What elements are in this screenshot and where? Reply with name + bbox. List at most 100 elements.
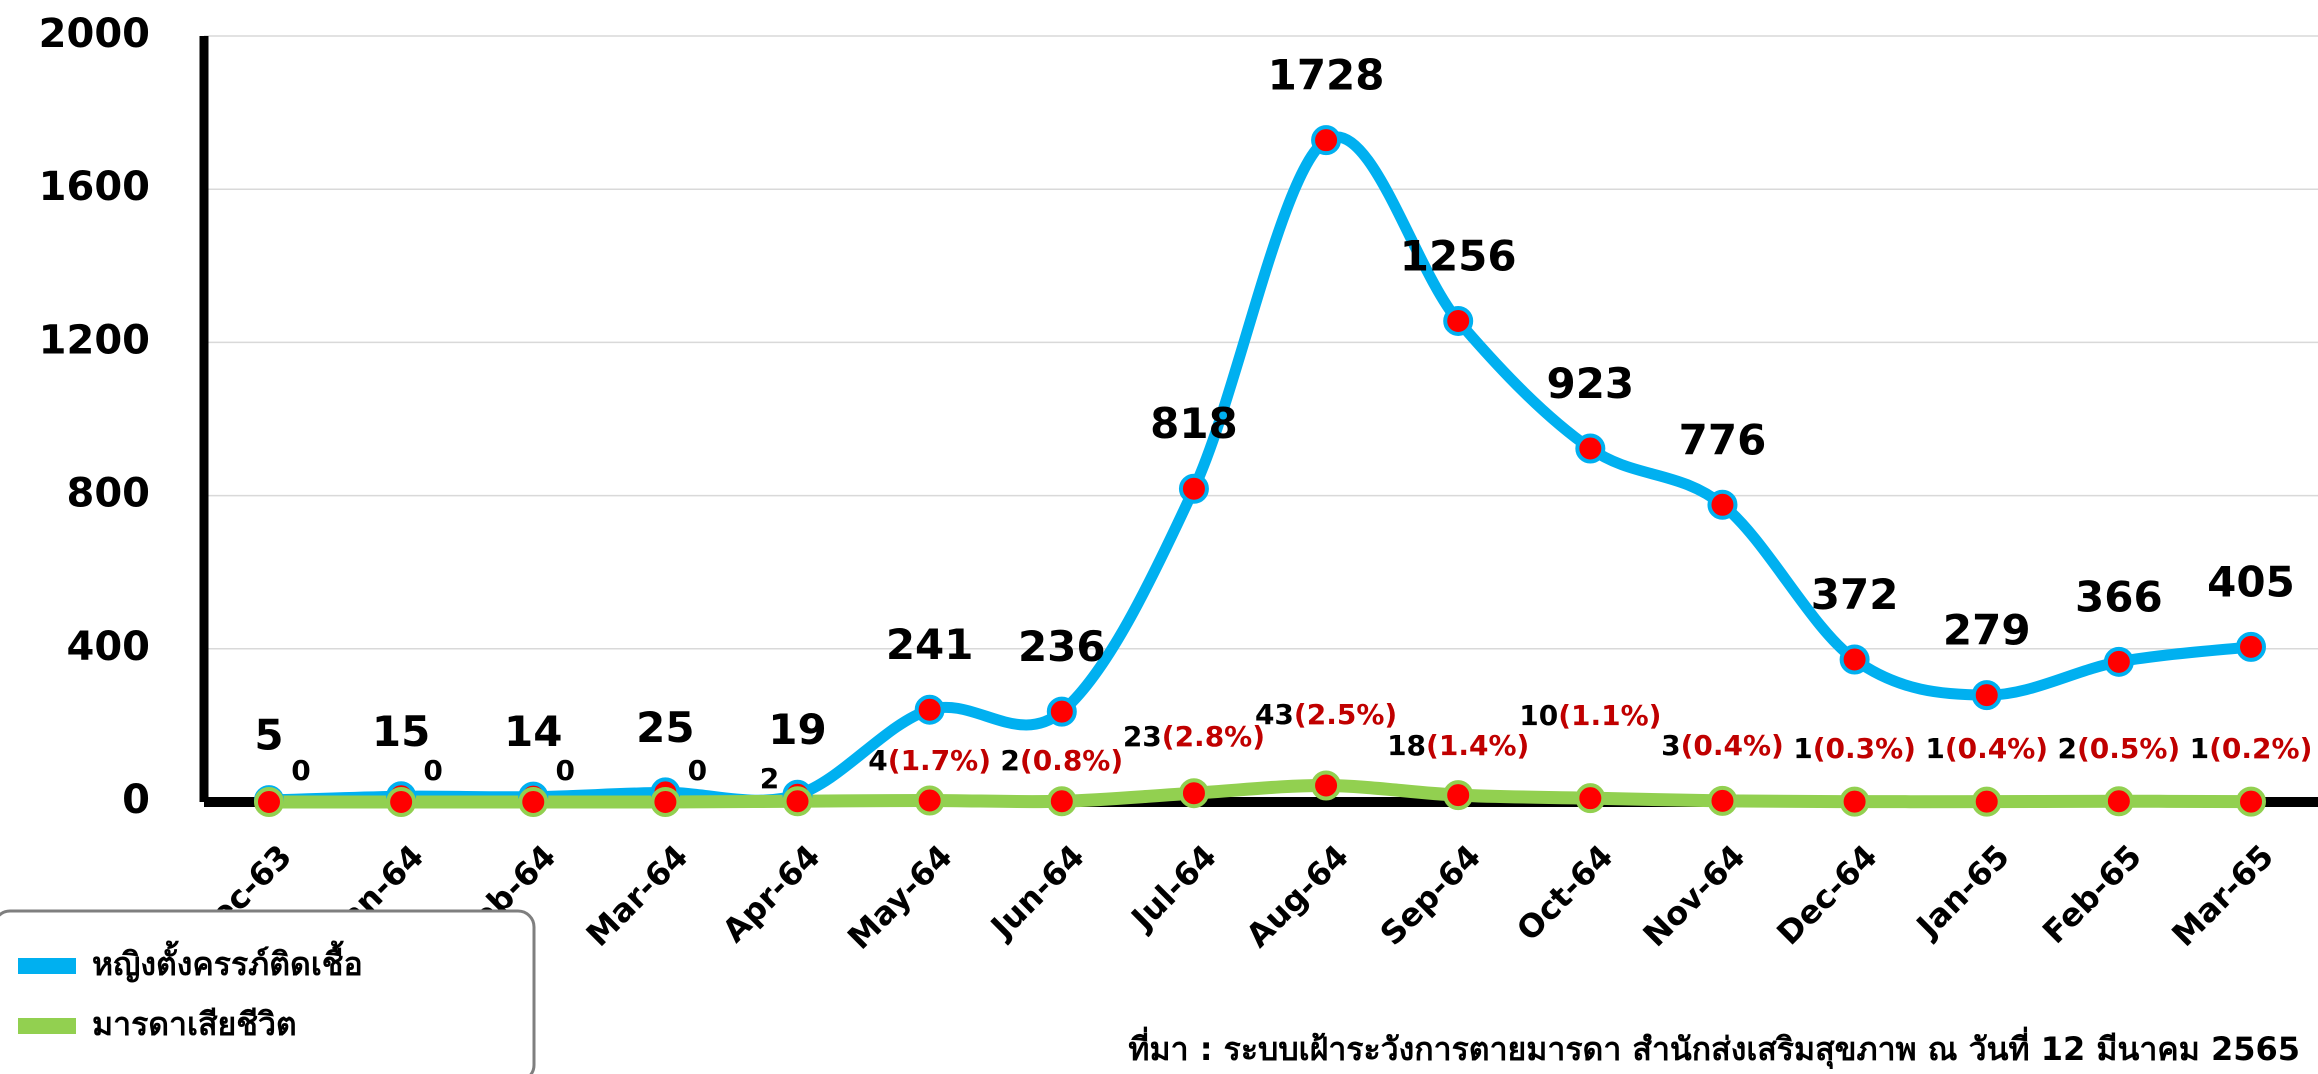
data-label: 279 xyxy=(1943,606,2031,655)
x-tick-label: Oct-64 xyxy=(1509,837,1620,948)
point-marker xyxy=(386,787,417,817)
point-marker xyxy=(2103,786,2134,817)
point-marker xyxy=(1971,786,2002,817)
data-label: 2 xyxy=(760,762,779,795)
death-rate: (1.7%) xyxy=(888,744,991,777)
y-tick-label: 1600 xyxy=(39,164,150,210)
point-marker xyxy=(1046,696,1077,727)
death-count: 10 xyxy=(1519,699,1558,732)
data-label: 19 xyxy=(768,705,826,754)
point-marker xyxy=(1575,783,1606,814)
x-tick-label: Jul-64 xyxy=(1123,837,1224,938)
point-marker xyxy=(1575,433,1606,464)
x-tick-label: Mar-65 xyxy=(2164,837,2281,954)
point-marker xyxy=(1046,786,1077,817)
legend-swatch xyxy=(18,1018,76,1034)
death-count: 43 xyxy=(1255,698,1294,731)
point-marker xyxy=(1839,786,1870,817)
death-count: 1 xyxy=(1793,732,1812,765)
data-label: 1728 xyxy=(1268,51,1385,100)
death-count: 23 xyxy=(1123,720,1162,753)
point-marker xyxy=(518,787,549,817)
data-label: 2(0.5%) xyxy=(2057,732,2180,765)
death-rate: (0.4%) xyxy=(1945,732,2048,765)
series-line xyxy=(263,131,2257,806)
data-label: 0 xyxy=(423,754,442,787)
data-label: 1256 xyxy=(1400,231,1517,280)
x-tick-label: Mar-64 xyxy=(579,837,696,954)
death-rate: (0.3%) xyxy=(1813,732,1916,765)
data-label: 1(0.2%) xyxy=(2190,732,2313,765)
point-marker xyxy=(1443,780,1474,811)
legend-label: หญิงตั้งครรภ์ติดเชื้อ xyxy=(92,940,363,983)
source-note: ที่มา : ระบบเฝ้าระวังการตายมารดา สำนักส่… xyxy=(1128,1026,2300,1070)
death-count: 0 xyxy=(688,754,707,787)
data-label: 923 xyxy=(1546,359,1634,408)
data-label: 18(1.4%) xyxy=(1387,729,1529,762)
death-count: 1 xyxy=(2190,732,2209,765)
data-label: 4(1.7%) xyxy=(868,744,991,777)
death-count: 18 xyxy=(1387,729,1426,762)
data-label: 236 xyxy=(1018,622,1106,671)
point-marker xyxy=(1839,644,1870,675)
data-label: 1(0.4%) xyxy=(1925,732,2048,765)
data-label: 10(1.1%) xyxy=(1519,699,1661,732)
data-label: 405 xyxy=(2207,557,2295,606)
point-marker xyxy=(1443,305,1474,336)
x-tick-label: Sep-64 xyxy=(1373,837,1489,953)
legend-label: มารดาเสียชีวิต xyxy=(92,1005,297,1043)
point-marker xyxy=(2103,646,2134,677)
death-count: 0 xyxy=(291,754,310,787)
y-tick-label: 800 xyxy=(67,471,151,517)
x-tick-label: Jan-65 xyxy=(1908,837,2017,946)
data-label: 3(0.4%) xyxy=(1661,729,1784,762)
x-tick-label: Apr-64 xyxy=(715,837,828,950)
death-rate: (0.5%) xyxy=(2077,732,2180,765)
point-marker xyxy=(1707,489,1738,520)
point-marker xyxy=(2236,786,2266,817)
x-tick-label: Feb-65 xyxy=(2035,837,2149,951)
point-marker xyxy=(914,694,945,725)
data-label: 372 xyxy=(1811,570,1899,619)
data-label: 0 xyxy=(688,754,707,787)
series-line xyxy=(262,779,2258,809)
x-tick-label: Nov-64 xyxy=(1636,837,1753,954)
death-count: 3 xyxy=(1661,729,1680,762)
y-tick-label: 0 xyxy=(122,777,150,823)
y-tick-label: 2000 xyxy=(39,11,150,57)
point-marker xyxy=(650,787,681,817)
data-label: 818 xyxy=(1150,399,1238,448)
death-rate: (1.4%) xyxy=(1426,729,1529,762)
point-marker xyxy=(1178,778,1209,809)
data-label: 0 xyxy=(556,754,575,787)
point-marker xyxy=(1971,680,2002,711)
point-marker xyxy=(254,787,284,817)
data-label: 5 xyxy=(254,711,283,760)
y-tick-label: 1200 xyxy=(39,317,150,363)
legend-box xyxy=(0,909,536,1074)
data-label: 1(0.3%) xyxy=(1793,732,1916,765)
death-rate: (1.1%) xyxy=(1558,699,1661,732)
data-label: 43(2.5%) xyxy=(1255,698,1397,731)
death-rate: (0.2%) xyxy=(2209,732,2312,765)
point-marker xyxy=(782,786,813,817)
data-label: 25 xyxy=(636,703,694,752)
data-label: 241 xyxy=(886,620,974,669)
death-rate: (2.8%) xyxy=(1162,720,1265,753)
data-label: 2(0.8%) xyxy=(1000,744,1123,777)
data-label: 776 xyxy=(1679,415,1767,464)
death-count: 2 xyxy=(2057,732,2076,765)
x-tick-label: Aug-64 xyxy=(1239,837,1357,955)
x-tick-label: Jun-64 xyxy=(982,837,1092,947)
death-count: 1 xyxy=(1925,732,1944,765)
death-count: 0 xyxy=(423,754,442,787)
point-marker xyxy=(2236,631,2266,662)
point-marker xyxy=(914,785,945,816)
data-label: 23(2.8%) xyxy=(1123,720,1265,753)
data-label: 14 xyxy=(504,707,562,756)
x-tick-label: May-64 xyxy=(840,837,960,957)
y-tick-label: 400 xyxy=(67,624,151,670)
point-marker xyxy=(1311,770,1342,801)
